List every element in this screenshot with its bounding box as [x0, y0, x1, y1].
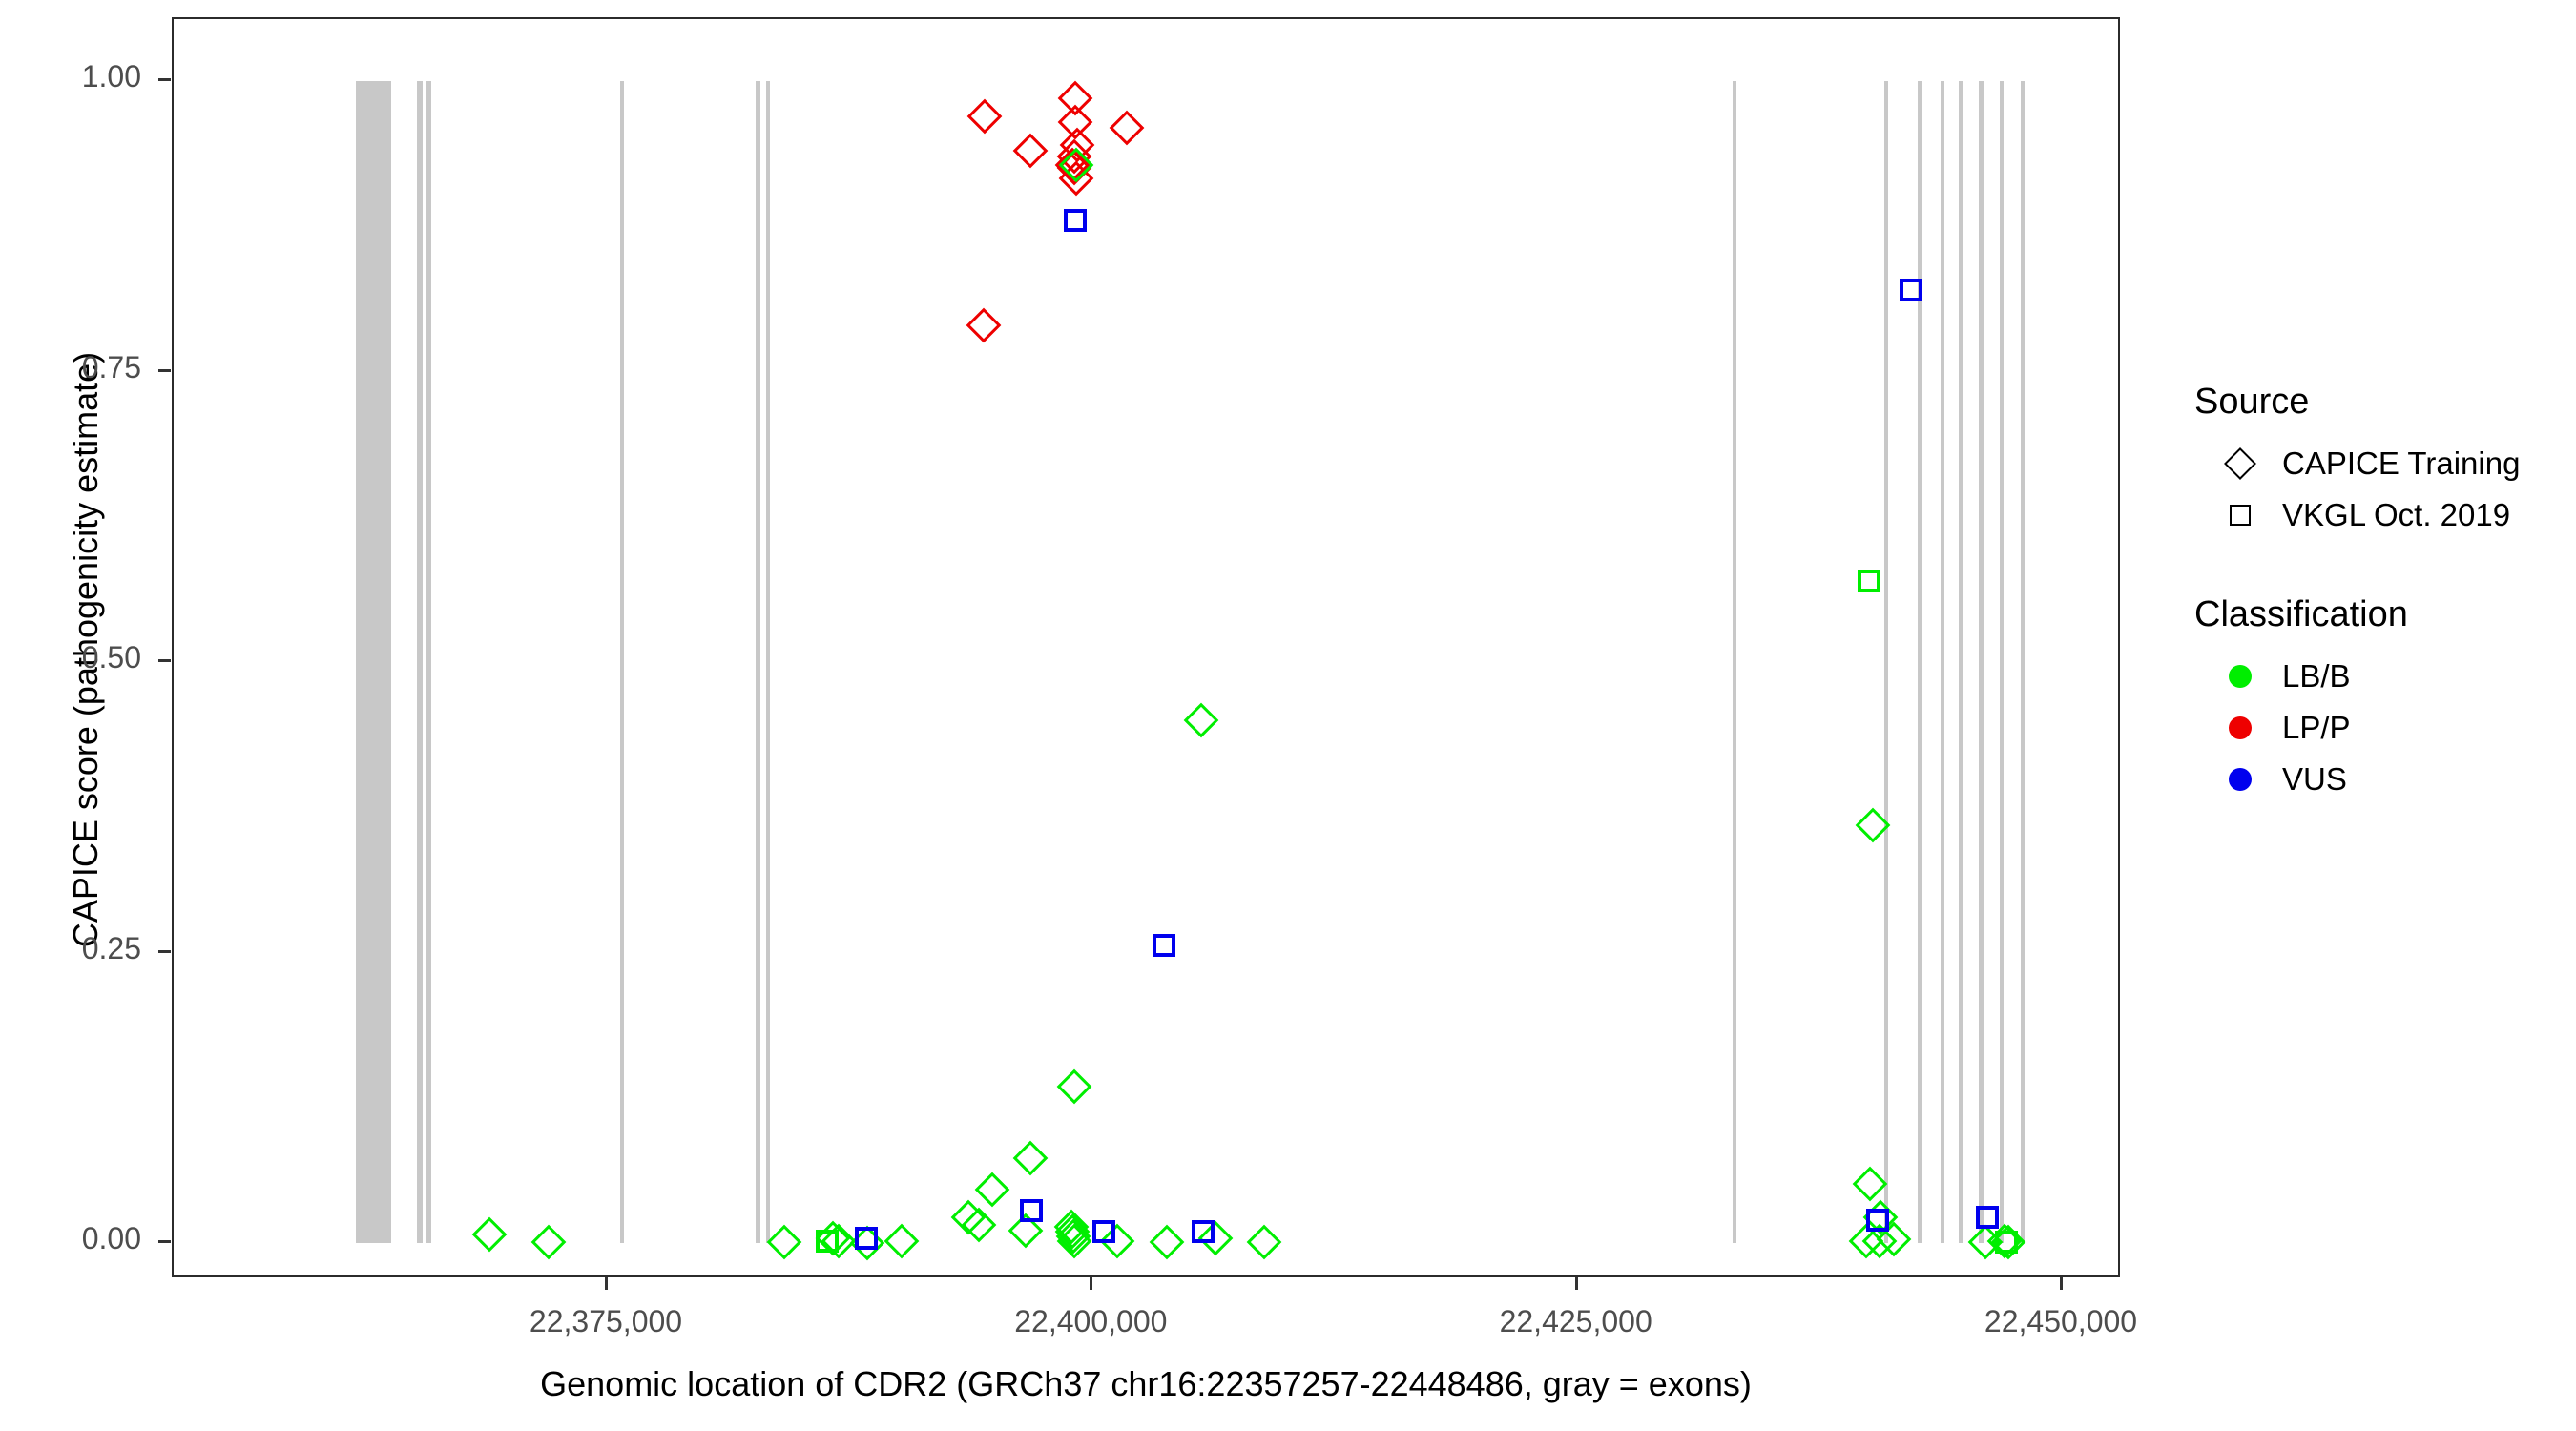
y-tick-mark: [158, 949, 171, 953]
data-point-diamond: [1183, 702, 1219, 738]
data-point-diamond: [966, 307, 1002, 343]
legend-item[interactable]: VUS: [2194, 754, 2557, 805]
y-tick-mark: [158, 659, 171, 662]
legend-item[interactable]: LP/P: [2194, 702, 2557, 754]
legend-item-label: CAPICE Training: [2282, 446, 2521, 481]
diamond-key-icon: [2215, 439, 2265, 488]
exon-band: [2000, 81, 2005, 1243]
y-tick-label: 0.25: [81, 930, 141, 965]
data-point-square: [1152, 934, 1175, 958]
data-point-diamond: [471, 1217, 507, 1253]
data-point-diamond: [1149, 1224, 1184, 1260]
y-tick-mark: [158, 368, 171, 372]
legend-item[interactable]: LB/B: [2194, 651, 2557, 702]
data-point-square: [1063, 209, 1087, 233]
legend-title: Source: [2194, 382, 2310, 422]
data-point-square: [1899, 279, 1922, 302]
data-point-diamond: [1012, 1140, 1049, 1176]
data-point-diamond: [883, 1223, 920, 1258]
exon-band: [355, 81, 392, 1243]
data-point-square: [1865, 1208, 1889, 1232]
exon-band: [1883, 81, 1889, 1243]
legend-item-label: LB/B: [2282, 658, 2351, 694]
data-point-diamond: [530, 1224, 567, 1260]
y-tick-mark: [158, 1240, 171, 1243]
data-point-diamond: [975, 1172, 1010, 1208]
x-axis-label: Genomic location of CDR2 (GRCh37 chr16:2…: [540, 1364, 1752, 1403]
data-point-square: [1975, 1206, 1999, 1230]
exon-band: [756, 81, 760, 1243]
exon-band: [426, 81, 431, 1243]
exon-band: [1978, 81, 1984, 1243]
dot-key-icon: [2215, 755, 2265, 804]
data-point-square: [1020, 1198, 1044, 1222]
exon-band: [1918, 81, 1922, 1243]
legend-title: Classification: [2194, 594, 2408, 634]
data-point-diamond: [967, 98, 1003, 134]
y-tick-label: 0.00: [81, 1221, 141, 1255]
legend-item-label: VUS: [2282, 761, 2347, 797]
plot-panel: [172, 17, 2120, 1277]
x-tick-label: 22,425,000: [1499, 1304, 1652, 1338]
classification-legend: Classification LB/B LP/P VUS: [2194, 594, 2557, 805]
legend-item-label: VKGL Oct. 2019: [2282, 497, 2511, 532]
data-point-square: [1857, 569, 1880, 592]
x-tick-mark: [1574, 1277, 1578, 1290]
dot-key-icon-glyph: [2229, 768, 2252, 791]
legend-item-label: LP/P: [2282, 710, 2351, 745]
source-legend: Source CAPICE Training VKGL Oct. 2019: [2194, 382, 2557, 541]
legend-item[interactable]: CAPICE Training: [2194, 438, 2557, 489]
legend-item[interactable]: VKGL Oct. 2019: [2194, 489, 2557, 541]
data-point-square: [1995, 1230, 2019, 1254]
data-point-square: [816, 1229, 840, 1253]
data-point-diamond: [1852, 1166, 1888, 1202]
data-point-square: [1091, 1219, 1115, 1243]
exon-band: [1959, 81, 1963, 1243]
x-tick-label: 22,400,000: [1014, 1304, 1168, 1338]
y-tick-label: 0.50: [81, 640, 141, 674]
square-key-icon: [2215, 490, 2265, 540]
dot-key-icon: [2215, 703, 2265, 753]
exon-band: [417, 81, 423, 1243]
x-tick-label: 22,375,000: [529, 1304, 683, 1338]
x-tick-mark: [605, 1277, 608, 1290]
exon-band: [765, 81, 770, 1243]
exon-band: [620, 81, 625, 1243]
exon-band: [1940, 81, 1945, 1243]
dot-key-icon-glyph: [2229, 716, 2252, 739]
exon-band: [2020, 81, 2025, 1243]
data-point-diamond: [1056, 1068, 1092, 1104]
x-tick-label: 22,450,000: [1984, 1304, 2138, 1338]
dot-key-icon: [2215, 652, 2265, 701]
x-tick-mark: [2060, 1277, 2063, 1290]
data-point-diamond: [1012, 133, 1049, 169]
y-tick-label: 0.75: [81, 349, 141, 384]
data-point-diamond: [766, 1224, 802, 1260]
dot-key-icon-glyph: [2229, 665, 2252, 688]
data-point-square: [1192, 1219, 1215, 1243]
x-tick-mark: [1090, 1277, 1093, 1290]
data-point-diamond: [1246, 1224, 1282, 1260]
diamond-key-icon-glyph: [2224, 447, 2256, 480]
square-key-icon-glyph: [2230, 505, 2251, 526]
y-tick-label: 1.00: [81, 59, 141, 93]
legend: Source CAPICE Training VKGL Oct. 2019 Class…: [2194, 382, 2557, 859]
exon-band: [1733, 81, 1737, 1243]
y-tick-mark: [158, 78, 171, 81]
data-point-square: [855, 1227, 879, 1251]
data-point-diamond: [1109, 110, 1145, 146]
